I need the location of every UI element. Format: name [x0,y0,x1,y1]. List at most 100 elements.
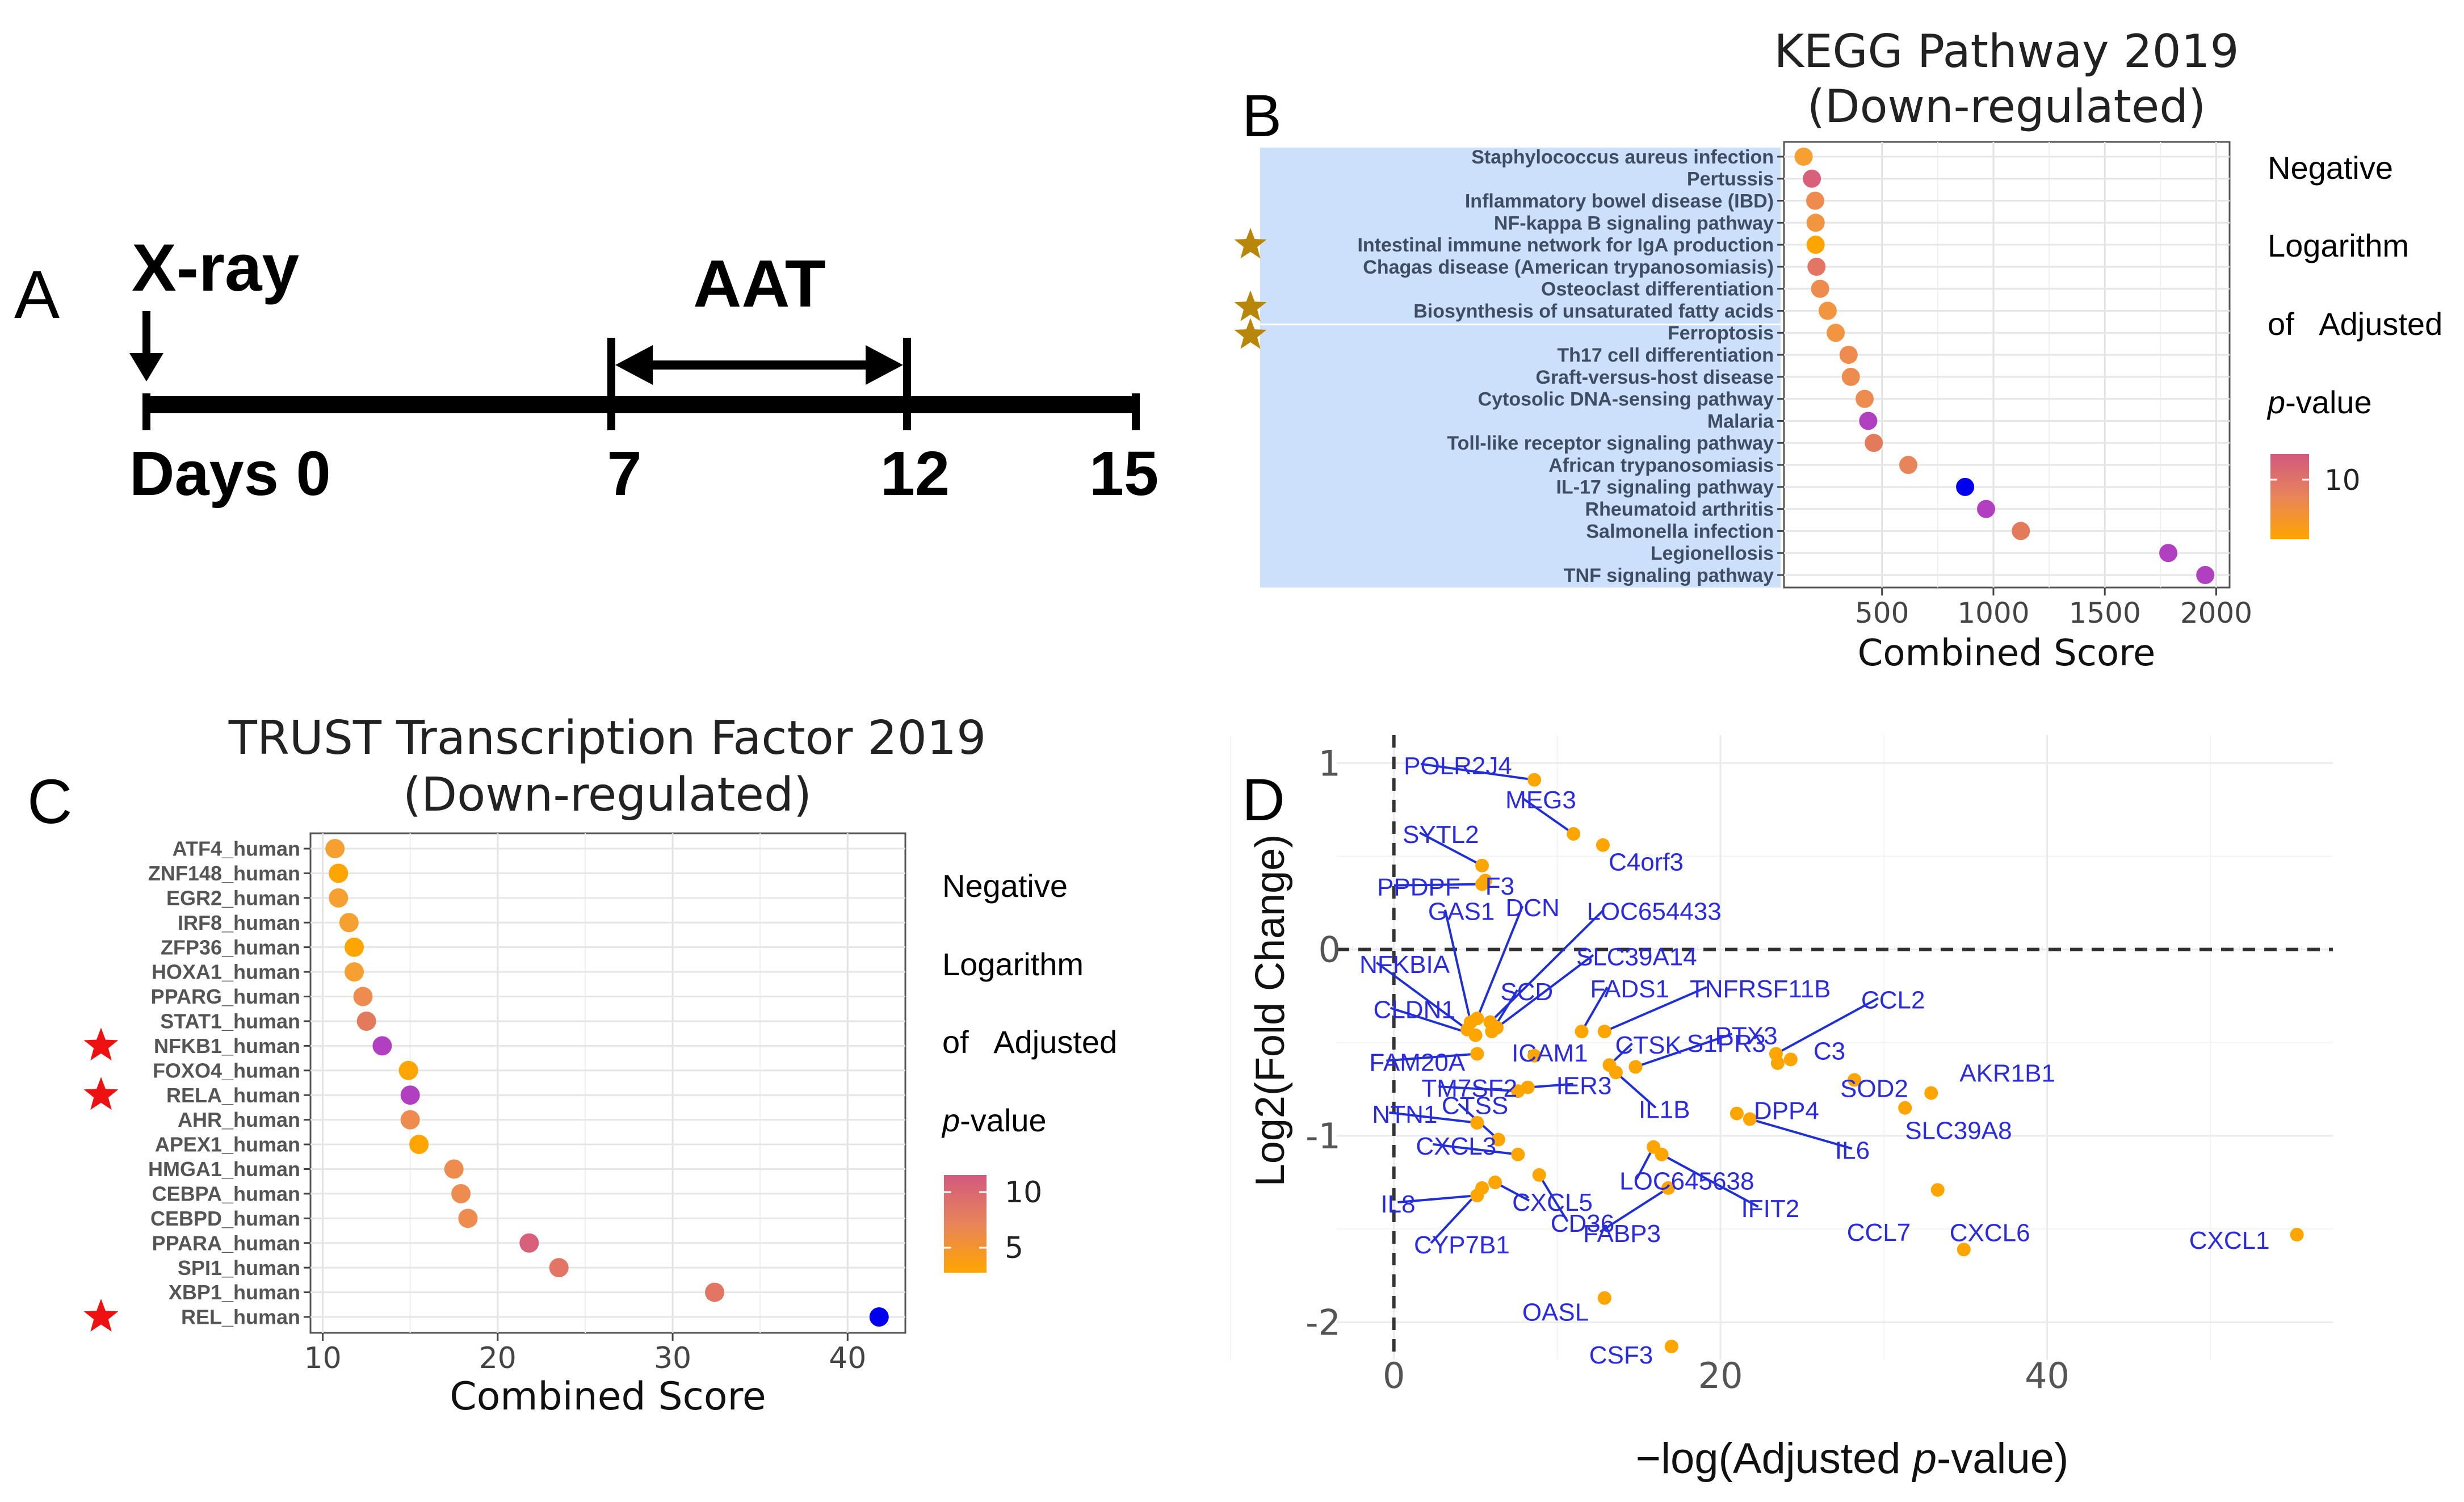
category-label-stat1-human: STAT1_human [160,1010,300,1033]
point-scd [1485,1025,1499,1039]
chart-d-points [1460,773,2304,1354]
gene-label-f3: F3 [1485,872,1514,900]
legend-b-value: -value [2285,384,2372,420]
point-salmonella-infection [2012,522,2030,540]
category-label-znf148-human: ZNF148_human [148,862,300,885]
day-label-12: 12 [880,439,950,509]
gene-label-il6: IL6 [1835,1136,1870,1164]
chart-d-xlabel-prefix: −log(Adjusted [1636,1434,1913,1483]
point-chagas-disease-american-trypanosomiasis [1807,257,1826,276]
gene-label-ctss: CTSS [1442,1092,1508,1120]
day-label-0: Days 0 [129,439,331,509]
point-nfkb1-human [372,1036,392,1056]
point-meg3 [1567,827,1581,841]
chart-c-category-labels: ATF4_humanZNF148_humanEGR2_humanIRF8_hum… [148,837,300,1329]
point-toll-like-receptor-signaling-pathway [1865,434,1883,452]
category-label-intestinal-immune-network-for-iga-production: Intestinal immune network for IgA produc… [1357,234,1774,256]
point-oasl [1597,1291,1611,1305]
gene-label-loc645638: LOC645638 [1619,1168,1754,1195]
legend-c-line-4: p-value [941,1102,1047,1138]
star-biosynthesis-of-unsaturated-fatty-acids [1234,290,1267,321]
point-ahr-human [400,1110,420,1130]
leader-cd36 [1538,1174,1569,1222]
category-label-atf4-human: ATF4_human [173,837,300,861]
gene-label-cxcl1: CXCL1 [2189,1227,2270,1255]
point-malaria [1859,412,1878,430]
chart-c-x-ticks: 10 20 30 40 [304,848,866,1375]
gene-label-oasl: OASL [1522,1299,1589,1327]
gene-label-akr1b1: AKR1B1 [1959,1059,2055,1087]
point-egr2-human [329,888,349,908]
x-tick-label-0: 0 [1383,1355,1405,1396]
point-african-trypanosomiasis [1899,456,1918,475]
leader-ntn1 [1389,1111,1477,1124]
category-label-cytosolic-dna-sensing-pathway: Cytosolic DNA-sensing pathway [1478,389,1774,410]
category-label-egr2-human: EGR2_human [166,886,300,909]
category-label-irf8-human: IRF8_human [178,911,300,934]
gene-label-c4orf3: C4orf3 [1609,849,1684,876]
gene-label-tm7sf2: TM7SF2 [1421,1075,1517,1102]
leader-sytl2 [1419,832,1483,867]
gene-label-dpp4: DPP4 [1754,1097,1819,1125]
leader-il8 [1397,1194,1477,1204]
leader-meg3 [1522,797,1575,835]
leader-ier3 [1527,1083,1573,1089]
x-tick-label-500: 500 [1855,597,1909,630]
point-irf8-human [339,913,359,933]
leader-tm7sf2 [1438,1085,1518,1093]
highlight-box-upper [1260,148,1781,324]
category-label-nfkb1-human: NFKB1_human [154,1034,300,1058]
leader-fads1 [1580,987,1609,1033]
category-label-chagas-disease-american-trypanosomiasis: Chagas disease (American trypanosomiasis… [1363,257,1774,278]
xray-arrow-head [129,353,163,381]
legend-c-tick-10: 10 [1005,1176,1042,1210]
y-tick-label-0: 0 [1319,929,1341,971]
point-il1b [1609,1065,1623,1080]
xray-label: X-ray [132,230,299,305]
category-label-inflammatory-bowel-disease-ibd: Inflammatory bowel disease (IBD) [1465,190,1774,212]
point-tnfrsf11b [1597,1025,1611,1039]
point-graft-versus-host-disease [1841,367,1860,386]
point-ppara-human [519,1233,539,1253]
chart-d-ticks: 0 20 40 1 0 -1 -2 [1306,742,2070,1396]
legend-c-tick-5: 5 [1005,1231,1023,1265]
gene-label-ntn1: NTN1 [1372,1101,1437,1128]
category-label-cebpd-human: CEBPD_human [150,1207,300,1230]
category-label-pparg-human: PPARG_human [151,985,300,1008]
chart-d-xlabel-suffix: -value) [1937,1434,2068,1483]
leader-ccl2 [1775,997,1879,1055]
gene-label-cldn1: CLDN1 [1374,996,1455,1024]
gene-label-nfkbia: NFKBIA [1359,951,1450,979]
point-fabp3 [1661,1181,1676,1195]
gene-label-cxcl5: CXCL5 [1512,1189,1593,1216]
point-intestinal-immune-network-for-iga-production [1806,236,1825,254]
gene-label-loc654433: LOC654433 [1586,898,1721,926]
point-s1pr3 [1770,1056,1785,1070]
gene-label-ppdpf: PPDPF [1377,874,1460,901]
panel-label-c: C [27,767,72,837]
gene-label-slc39a14: SLC39A14 [1576,943,1697,971]
gene-label-sod2: SOD2 [1840,1075,1908,1102]
point-csf3 [1664,1340,1678,1354]
leader-fam20a [1386,1052,1477,1062]
category-label-rela-human: RELA_human [166,1084,300,1107]
point-pertussis [1803,169,1821,188]
panel-a-timeline: A X-ray AAT Days 0 7 12 15 [14,230,1158,509]
gene-label-cyp7b1: CYP7B1 [1414,1231,1510,1259]
star-ferroptosis [1234,318,1267,349]
highlight-box-lower [1260,325,1781,588]
aat-arrow-head-right [866,345,903,385]
point-hmga1-human [444,1159,464,1179]
category-label-salmonella-infection: Salmonella infection [1586,521,1774,542]
category-label-zfp36-human: ZFP36_human [161,935,300,959]
category-label-foxo4-human: FOXO4_human [153,1059,300,1082]
point-polr2j4 [1527,773,1542,787]
chart-c-stars [83,1027,119,1332]
point-biosynthesis-of-unsaturated-fatty-acids [1818,301,1837,320]
point-dcn [1470,1012,1484,1026]
legend-b-line-3: of Adjusted [2268,306,2442,342]
point-nf-kappa-b-signaling-pathway [1806,213,1825,232]
panel-label-b: B [1242,83,1282,149]
gene-label-meg3: MEG3 [1505,786,1576,814]
point-rela-human [400,1085,420,1105]
